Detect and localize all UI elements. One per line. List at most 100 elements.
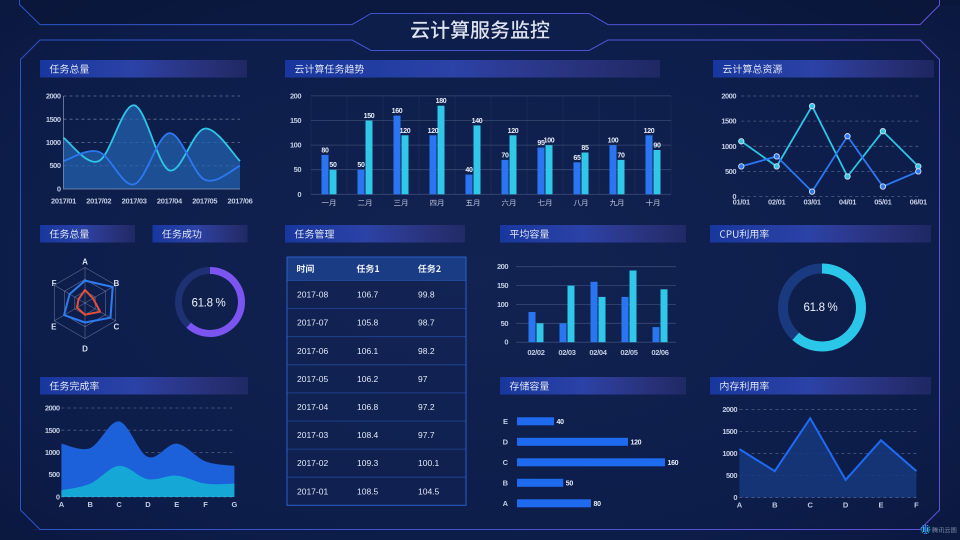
svg-text:85: 85	[581, 145, 589, 152]
svg-text:2000: 2000	[46, 92, 61, 101]
svg-text:1500: 1500	[46, 115, 61, 124]
svg-text:A: A	[737, 501, 743, 510]
svg-text:120: 120	[428, 128, 439, 135]
svg-text:50: 50	[294, 165, 302, 174]
svg-text:98.7: 98.7	[418, 318, 435, 328]
svg-text:97: 97	[418, 374, 428, 384]
svg-text:40: 40	[557, 419, 565, 426]
svg-text:80: 80	[594, 501, 602, 508]
svg-text:B: B	[87, 500, 93, 509]
svg-text:100: 100	[608, 138, 619, 145]
svg-text:97.2: 97.2	[418, 402, 435, 412]
svg-text:108.4: 108.4	[357, 430, 379, 440]
svg-text:65: 65	[573, 155, 581, 162]
svg-text:F: F	[203, 500, 208, 509]
svg-text:05/01: 05/01	[874, 198, 891, 207]
svg-text:105.8: 105.8	[357, 318, 379, 328]
svg-text:0: 0	[56, 493, 60, 502]
svg-text:A: A	[82, 258, 88, 267]
svg-text:D: D	[843, 501, 849, 510]
svg-text:2017/02: 2017/02	[86, 197, 111, 206]
svg-text:150: 150	[497, 281, 508, 290]
svg-text:80: 80	[321, 147, 329, 154]
svg-text:B: B	[503, 478, 509, 487]
svg-text:06/01: 06/01	[910, 198, 927, 207]
svg-text:2017/04: 2017/04	[157, 197, 183, 206]
svg-text:2017-02: 2017-02	[297, 458, 328, 468]
svg-text:2017-01: 2017-01	[297, 486, 328, 496]
svg-text:106.8: 106.8	[357, 402, 379, 412]
svg-text:0: 0	[57, 185, 61, 194]
svg-text:120: 120	[400, 128, 411, 135]
svg-text:100: 100	[544, 138, 555, 145]
svg-text:E: E	[174, 500, 179, 509]
svg-text:E: E	[51, 323, 57, 332]
svg-text:0: 0	[297, 190, 301, 199]
svg-text:F: F	[52, 279, 57, 288]
svg-text:0: 0	[733, 493, 737, 502]
svg-text:50: 50	[501, 319, 509, 328]
svg-text:02/03: 02/03	[558, 348, 575, 357]
svg-text:E: E	[878, 501, 883, 510]
svg-text:200: 200	[497, 262, 508, 271]
svg-text:104.5: 104.5	[418, 486, 440, 496]
svg-text:120: 120	[631, 439, 642, 446]
svg-text:D: D	[503, 437, 509, 446]
svg-text:106.2: 106.2	[357, 374, 379, 384]
svg-text:B: B	[114, 279, 120, 288]
svg-text:120: 120	[644, 128, 655, 135]
svg-text:500: 500	[726, 471, 737, 480]
svg-text:02/04: 02/04	[589, 348, 607, 357]
svg-text:150: 150	[290, 116, 301, 125]
svg-text:180: 180	[436, 98, 447, 105]
svg-text:B: B	[772, 501, 778, 510]
svg-text:2017/05: 2017/05	[192, 197, 217, 206]
svg-text:61.8 %: 61.8 %	[803, 302, 837, 314]
svg-text:108.5: 108.5	[357, 486, 379, 496]
svg-text:1500: 1500	[722, 427, 737, 436]
svg-text:120: 120	[508, 128, 519, 135]
svg-text:70: 70	[617, 152, 625, 159]
svg-text:1500: 1500	[721, 117, 736, 126]
svg-text:106.7: 106.7	[357, 290, 379, 300]
svg-text:2000: 2000	[722, 405, 737, 414]
svg-text:2017-04: 2017-04	[297, 402, 328, 412]
svg-text:2017-03: 2017-03	[297, 430, 328, 440]
svg-text:2017/01: 2017/01	[51, 197, 76, 206]
svg-text:1000: 1000	[721, 142, 736, 151]
svg-text:D: D	[82, 345, 88, 354]
svg-text:61.8 %: 61.8 %	[191, 298, 225, 310]
svg-text:2000: 2000	[45, 404, 60, 413]
svg-text:150: 150	[364, 113, 375, 120]
svg-text:02/01: 02/01	[768, 198, 785, 207]
svg-text:90: 90	[653, 143, 661, 150]
svg-text:40: 40	[465, 167, 473, 174]
svg-text:500: 500	[725, 167, 736, 176]
svg-text:01/01: 01/01	[733, 198, 750, 207]
svg-text:F: F	[914, 501, 919, 510]
svg-text:50: 50	[566, 480, 574, 487]
svg-text:70: 70	[501, 152, 509, 159]
svg-text:1000: 1000	[45, 448, 60, 457]
svg-text:50: 50	[357, 162, 365, 169]
svg-text:C: C	[116, 500, 122, 509]
svg-text:C: C	[807, 501, 813, 510]
svg-text:97.7: 97.7	[418, 430, 435, 440]
svg-text:0: 0	[732, 192, 736, 201]
svg-text:160: 160	[668, 460, 679, 467]
svg-text:2000: 2000	[721, 92, 736, 101]
svg-text:1500: 1500	[45, 426, 60, 435]
svg-text:2017/03: 2017/03	[122, 197, 147, 206]
svg-text:98.2: 98.2	[418, 346, 435, 356]
svg-text:02/06: 02/06	[651, 348, 668, 357]
svg-text:95: 95	[537, 140, 545, 147]
svg-text:2017-06: 2017-06	[297, 346, 328, 356]
svg-text:200: 200	[290, 91, 301, 100]
svg-text:0: 0	[504, 338, 508, 347]
svg-text:A: A	[59, 500, 65, 509]
svg-text:2017-05: 2017-05	[297, 374, 328, 384]
svg-text:C: C	[114, 323, 120, 332]
svg-text:140: 140	[472, 118, 483, 125]
svg-text:109.3: 109.3	[357, 458, 379, 468]
svg-text:500: 500	[48, 470, 59, 479]
